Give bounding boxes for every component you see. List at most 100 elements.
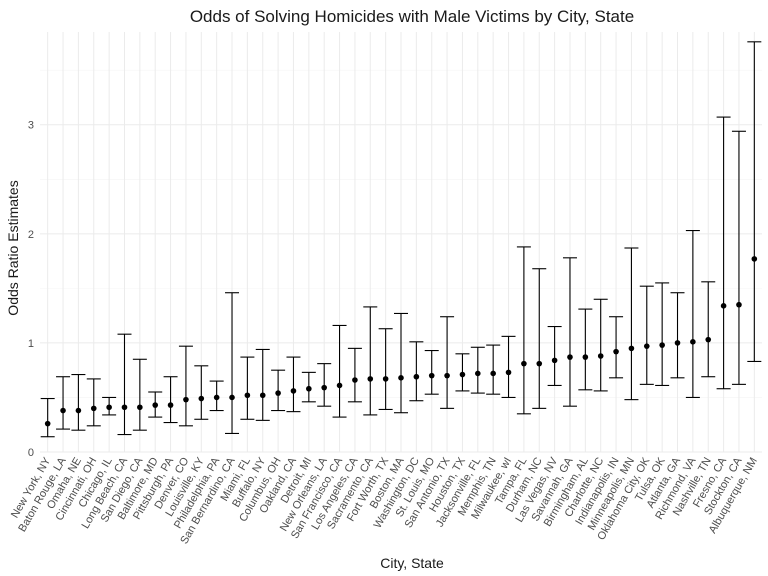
data-point <box>106 404 112 411</box>
data-point <box>490 370 496 377</box>
data-point <box>75 407 82 414</box>
data-point <box>167 402 174 408</box>
data-point <box>336 382 343 389</box>
data-point <box>183 396 189 403</box>
data-point <box>459 371 466 378</box>
data-point <box>229 394 235 401</box>
y-tick-label: 0 <box>28 447 34 459</box>
error-bar <box>409 341 424 402</box>
data-point <box>674 340 681 346</box>
error-bar <box>240 356 255 420</box>
error-bar <box>609 316 624 379</box>
error-bar <box>255 348 270 421</box>
error-bar <box>86 378 101 427</box>
data-point <box>597 353 604 359</box>
data-point <box>367 376 374 382</box>
data-point <box>152 402 159 408</box>
error-bar <box>117 333 132 436</box>
data-point <box>60 407 66 414</box>
data-point <box>521 360 527 367</box>
data-point <box>90 405 97 412</box>
error-bar <box>701 281 716 378</box>
error-bar <box>593 298 608 392</box>
data-point <box>536 360 543 367</box>
error-bar <box>440 316 455 409</box>
error-bar <box>532 268 547 409</box>
data-point <box>690 339 696 345</box>
error-bar <box>747 41 762 363</box>
error-bar <box>731 130 746 385</box>
data-points <box>44 256 758 427</box>
y-tick-label: 3 <box>28 120 34 132</box>
data-point <box>428 372 435 379</box>
data-point <box>321 384 327 391</box>
data-point <box>736 301 742 308</box>
data-point <box>613 348 619 355</box>
data-point <box>582 354 589 360</box>
error-bar <box>225 292 240 435</box>
data-point <box>382 376 389 382</box>
data-point <box>413 373 420 380</box>
y-tick-label: 1 <box>28 338 34 350</box>
y-axis-title: Odds Ratio Estimates <box>5 180 21 315</box>
data-point <box>137 404 143 411</box>
error-bar <box>286 356 301 413</box>
error-bar <box>56 376 71 430</box>
data-point <box>444 372 450 379</box>
data-point <box>398 375 404 381</box>
error-bar <box>178 345 193 427</box>
error-bar <box>378 328 393 411</box>
data-point <box>751 256 758 262</box>
error-bar <box>655 282 670 387</box>
error-bar <box>670 292 685 379</box>
error-bar <box>516 246 531 415</box>
data-point <box>567 354 573 360</box>
data-point <box>275 390 281 396</box>
error-bar <box>639 285 654 385</box>
error-bars <box>40 41 762 438</box>
error-bar <box>716 116 731 390</box>
error-bar <box>194 365 209 420</box>
error-bar <box>332 324 347 418</box>
error-bar <box>578 308 593 391</box>
error-bar <box>424 349 439 395</box>
error-bar <box>470 346 485 394</box>
data-point <box>551 357 558 364</box>
data-point <box>44 420 51 427</box>
y-tick-labels: 0 1 2 3 <box>28 120 34 459</box>
error-bar <box>132 358 147 431</box>
data-point <box>659 342 665 348</box>
x-axis-title: City, State <box>380 555 444 571</box>
error-bar <box>163 376 178 424</box>
error-bar <box>40 397 55 438</box>
error-bar <box>501 335 516 399</box>
data-point <box>290 388 297 394</box>
data-point <box>720 303 727 309</box>
error-bar <box>394 312 408 414</box>
data-point <box>352 377 358 383</box>
error-bar <box>71 373 86 431</box>
data-point <box>121 404 128 411</box>
data-point <box>628 345 635 352</box>
error-bar <box>347 347 362 403</box>
data-point <box>306 385 312 392</box>
data-point <box>244 392 251 399</box>
error-bar <box>363 306 378 416</box>
data-point <box>705 336 712 343</box>
error-bar <box>486 344 501 395</box>
y-tick-label: 2 <box>28 229 34 241</box>
data-point <box>259 392 266 399</box>
error-bar <box>562 257 577 407</box>
data-point <box>475 370 481 377</box>
chart-title: Odds of Solving Homicides with Male Vict… <box>190 7 634 26</box>
error-bar <box>547 325 562 387</box>
data-point <box>505 369 512 376</box>
error-bar <box>685 229 700 399</box>
data-point <box>643 343 650 349</box>
error-bar <box>624 247 639 401</box>
data-point <box>213 394 220 401</box>
data-point <box>198 395 205 402</box>
